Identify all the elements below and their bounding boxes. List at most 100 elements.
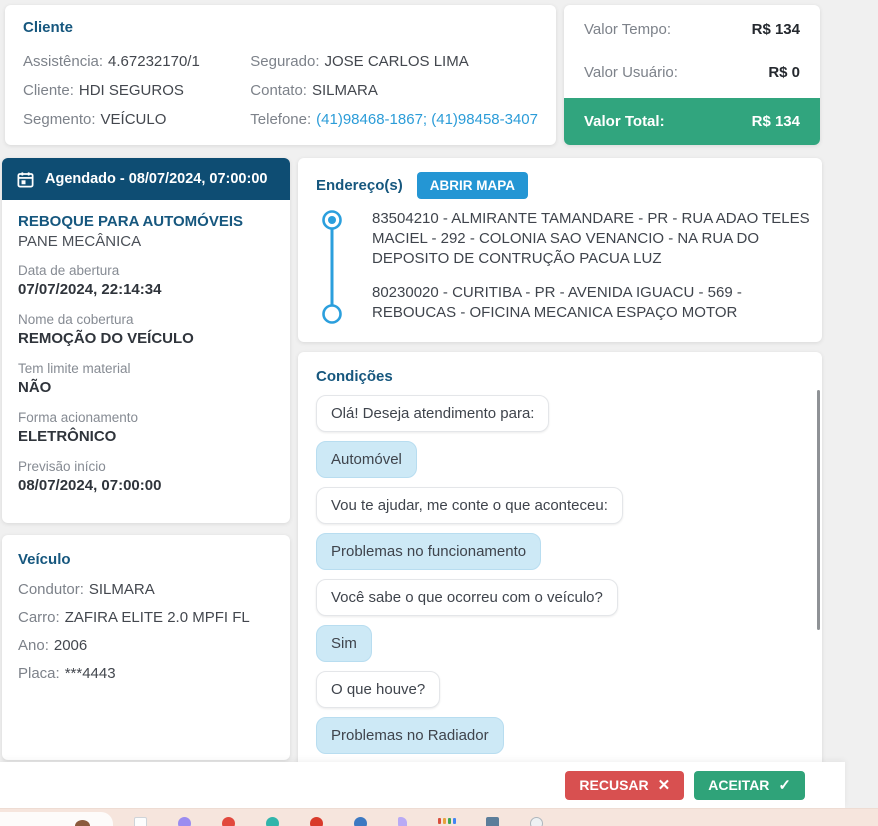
open-map-button[interactable]: ABRIR MAPA [416,172,528,199]
valor-tempo-label: Valor Tempo: [584,20,671,38]
field-label: Telefone: [250,111,312,128]
taskbar-app-icon-3[interactable] [222,817,235,826]
taskbar-app-icon-9[interactable] [486,817,499,826]
service-subtitle: PANE MECÂNICA [18,233,142,250]
recusar-button[interactable]: RECUSAR ✕ [565,770,685,800]
detail-value: NÃO [18,379,52,396]
origin-address: 83504210 - ALMIRANTE TAMANDARE - PR - RU… [372,210,810,267]
field-value: 2006 [53,637,88,654]
field-value: 4.67232170/1 [108,53,200,70]
calendar-icon [17,171,34,187]
field-segmento: Segmento: VEÍCULO [23,105,250,134]
scheduled-header: Agendado - 08/07/2024, 07:00:00 [2,158,290,200]
detail-label: Nome da cobertura [18,312,134,327]
field-carro: Carro: ZAFIRA ELITE 2.0 MPFI FL [18,604,274,632]
scheduled-header-text: Agendado - 08/07/2024, 07:00:00 [45,171,268,187]
values-card: Valor Tempo: R$ 134 Valor Usuário: R$ 0 … [564,5,820,145]
detail-previsao-inicio: Previsão início 08/07/2024, 07:00:00 [18,458,274,496]
taskbar-app-icon-2[interactable] [178,817,191,826]
check-icon: ✓ [778,777,791,794]
aceitar-button[interactable]: ACEITAR ✓ [694,770,805,800]
chat-transcript: Olá! Deseja atendimento para: Automóvel … [316,395,804,800]
chat-bubble-question: Vou te ajudar, me conte o que aconteceu: [316,487,623,524]
chat-bubble-answer: Sim [316,625,372,662]
conditions-title: Condições [316,368,393,385]
taskbar-app-icon-7[interactable] [398,817,407,826]
field-contato: Contato: SILMARA [250,76,538,105]
valor-total-value: R$ 134 [751,113,800,130]
chat-scrollbar[interactable] [817,390,820,630]
detail-data-abertura: Data de abertura 07/07/2024, 22:14:34 [18,262,274,300]
valor-tempo-value: R$ 134 [751,20,800,38]
taskbar-app-icon-4[interactable] [266,817,279,826]
route-line-icon [322,210,342,324]
valor-usuario-row: Valor Usuário: R$ 0 [564,53,820,91]
valor-total-label: Valor Total: [584,113,665,130]
close-icon: ✕ [657,777,671,794]
field-label: Placa: [18,665,60,682]
phone-link[interactable]: (41)98468-1867; (41)98458-3407 [316,111,538,128]
detail-cobertura: Nome da cobertura REMOÇÃO DO VEÍCULO [18,311,274,349]
detail-value: ELETRÔNICO [18,428,117,445]
conditions-card: Condições Olá! Deseja atendimento para: … [298,352,822,810]
chat-bubble-answer: Problemas no funcionamento [316,533,542,570]
detail-value: 08/07/2024, 07:00:00 [18,477,162,494]
field-label: Contato: [250,82,307,99]
field-label: Cliente: [23,82,74,99]
field-label: Condutor: [18,581,84,598]
field-label: Segurado: [250,53,320,70]
field-segurado: Segurado: JOSE CARLOS LIMA [250,47,538,76]
detail-value: 07/07/2024, 22:14:34 [18,281,162,298]
detail-label: Forma acionamento [18,410,139,425]
valor-usuario-value: R$ 0 [768,63,800,81]
action-bar: RECUSAR ✕ ACEITAR ✓ [0,762,845,808]
taskbar-launcher[interactable] [0,812,113,826]
vehicle-card: Veículo Condutor: SILMARA Carro: ZAFIRA EL… [2,535,290,760]
field-ano: Ano: 2006 [18,632,274,660]
field-value: VEÍCULO [100,111,167,128]
addresses-card: Endereço(s) ABRIR MAPA 83504210 - ALMIRA… [298,158,822,342]
field-value: ZAFIRA ELITE 2.0 MPFI FL [64,609,250,626]
aceitar-label: ACEITAR [708,777,770,793]
field-assistencia: Assistência: 4.67232170/1 [23,47,250,76]
client-fields: Assistência: 4.67232170/1 Cliente: HDI SEG… [23,47,538,134]
taskbar-launcher-icon [75,820,90,826]
valor-usuario-label: Valor Usuário: [584,63,678,81]
field-value: SILMARA [88,581,155,598]
detail-forma-acionamento: Forma acionamento ELETRÔNICO [18,409,274,447]
detail-label: Tem limite material [18,361,131,376]
service-card: Agendado - 08/07/2024, 07:00:00 REBOQUE … [2,158,290,523]
taskbar-app-icon-1[interactable] [134,817,147,826]
field-telefone: Telefone: (41)98468-1867; (41)98458-3407 [250,105,538,134]
chat-bubble-answer: Automóvel [316,441,417,478]
field-value: ***4443 [64,665,116,682]
detail-limite-material: Tem limite material NÃO [18,360,274,398]
recusar-label: RECUSAR [579,777,649,793]
detail-value: REMOÇÃO DO VEÍCULO [18,330,194,347]
service-name: REBOQUE PARA AUTOMÓVEIS [18,213,244,230]
chat-bubble-answer: Problemas no Radiador [316,717,504,754]
chat-bubble-question: O que houve? [316,671,441,708]
field-cliente: Cliente: HDI SEGUROS [23,76,250,105]
field-label: Ano: [18,637,49,654]
taskbar-app-icon-8[interactable] [438,818,456,824]
destination-address: 80230020 - CURITIBA - PR - AVENIDA IGUAC… [372,284,742,321]
field-value: JOSE CARLOS LIMA [324,53,469,70]
field-placa: Placa: ***4443 [18,660,274,688]
field-label: Assistência: [23,53,104,70]
client-card-title: Cliente [23,19,74,36]
vehicle-fields: Condutor: SILMARA Carro: ZAFIRA ELITE 2.0 … [18,576,274,688]
field-label: Carro: [18,609,60,626]
taskbar [0,808,878,826]
chat-bubble-question: Você sabe o que ocorreu com o veículo? [316,579,618,616]
taskbar-app-icon-6[interactable] [354,817,367,826]
taskbar-app-icon-5[interactable] [310,817,323,826]
detail-label: Previsão início [18,459,106,474]
vehicle-card-title: Veículo [18,551,71,568]
chat-bubble-question: Olá! Deseja atendimento para: [316,395,550,432]
taskbar-app-icon-10[interactable] [530,817,543,826]
addresses-title: Endereço(s) [316,177,403,194]
field-label: Segmento: [23,111,96,128]
detail-label: Data de abertura [18,263,120,278]
client-card: Cliente Assistência: 4.67232170/1 Cliente… [5,5,556,145]
